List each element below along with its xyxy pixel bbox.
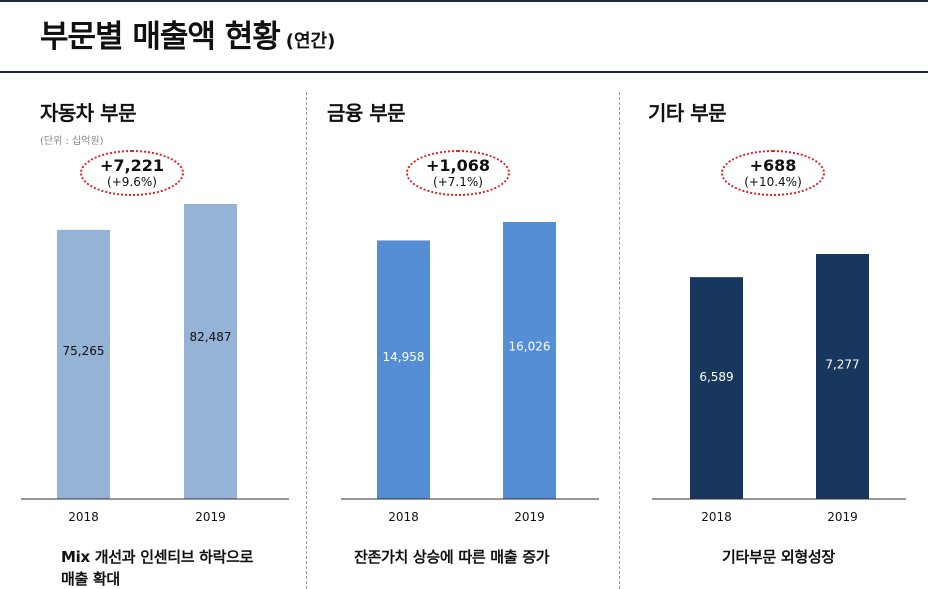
change-absolute: +1,068 bbox=[425, 156, 490, 175]
change-badge-finance: +1,068 (+7.1%) bbox=[406, 150, 510, 196]
chart-panel-auto: 75,265 2018 82,487 2019 자동차 부문 (단위 : 십억원) +… bbox=[0, 73, 306, 589]
chart-auto: 75,265 2018 82,487 2019 bbox=[21, 204, 289, 524]
title-rule bbox=[0, 71, 928, 73]
chart-finance: 14,958 2018 16,026 2019 bbox=[341, 222, 599, 524]
top-rule bbox=[0, 0, 928, 2]
page-title-subtitle: (연간) bbox=[285, 31, 336, 52]
footnote-line: 기타부문 외형성장 bbox=[722, 548, 835, 566]
change-percent: (+7.1%) bbox=[433, 175, 483, 189]
change-absolute: +7,221 bbox=[99, 156, 164, 175]
page-title: 부문별 매출액 현황 (연간) bbox=[40, 14, 335, 60]
footnote-other: 기타부문 외형성장 bbox=[722, 546, 835, 568]
footnote-line: Mix 개선과 인센티브 하락으로 bbox=[61, 548, 254, 566]
panel-title-finance: 금융 부문 bbox=[327, 101, 406, 125]
panel-title-other: 기타 부문 bbox=[648, 101, 727, 125]
x-tick-label: 2019 bbox=[514, 510, 545, 524]
chart-panel-other: 6,589 2018 7,277 2019 기타 부문 +688 (+10.4%) 기… bbox=[619, 73, 928, 589]
footnote-line: 매출 확대 bbox=[61, 570, 120, 588]
x-tick-label: 2019 bbox=[195, 510, 226, 524]
change-badge-auto: +7,221 (+9.6%) bbox=[80, 150, 184, 196]
bar-2018 bbox=[377, 240, 430, 499]
x-tick-label: 2018 bbox=[388, 510, 419, 524]
bar-value-label: 6,589 bbox=[699, 370, 733, 384]
bar-2019 bbox=[503, 222, 556, 499]
bar-2019 bbox=[816, 254, 869, 499]
bar-value-label: 16,026 bbox=[509, 340, 551, 354]
bar-value-label: 75,265 bbox=[63, 344, 105, 358]
bar-value-label: 7,277 bbox=[825, 357, 859, 371]
page-title-main: 부문별 매출액 현황 bbox=[40, 19, 281, 55]
bar-2019 bbox=[184, 204, 237, 499]
panel-title-auto: 자동차 부문 bbox=[40, 101, 136, 125]
chart-panel-finance: 14,958 2018 16,026 2019 금융 부문 +1,068 (+7.1%… bbox=[306, 73, 619, 589]
x-tick-label: 2018 bbox=[68, 510, 99, 524]
footnote-line: 잔존가치 상승에 따른 매출 증가 bbox=[354, 548, 550, 566]
panel-divider bbox=[619, 92, 620, 589]
panel-divider bbox=[306, 92, 307, 589]
footnote-finance: 잔존가치 상승에 따른 매출 증가 bbox=[354, 546, 550, 568]
change-absolute: +688 bbox=[749, 156, 797, 175]
bar-2018 bbox=[690, 277, 743, 499]
change-percent: (+10.4%) bbox=[744, 175, 802, 189]
bar-2018 bbox=[57, 229, 110, 499]
change-badge-other: +688 (+10.4%) bbox=[721, 150, 825, 196]
unit-note: (단위 : 십억원) bbox=[40, 136, 104, 147]
bar-value-label: 14,958 bbox=[383, 350, 425, 364]
x-tick-label: 2019 bbox=[827, 510, 858, 524]
bar-value-label: 82,487 bbox=[190, 330, 232, 344]
footnote-auto: Mix 개선과 인센티브 하락으로 매출 확대 bbox=[61, 546, 253, 589]
chart-other: 6,589 2018 7,277 2019 bbox=[652, 254, 906, 524]
x-tick-label: 2018 bbox=[701, 510, 732, 524]
change-percent: (+9.6%) bbox=[107, 175, 157, 189]
